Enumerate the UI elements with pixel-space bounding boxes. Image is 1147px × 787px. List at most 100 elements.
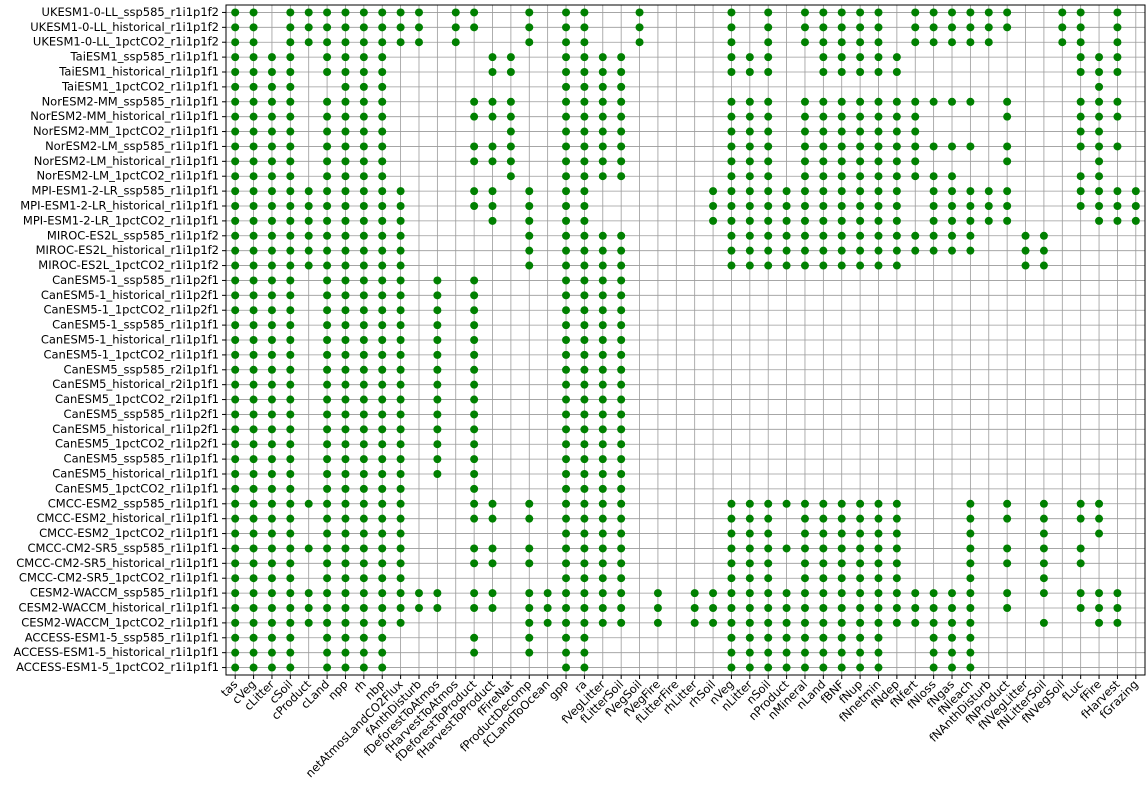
dot bbox=[562, 157, 571, 166]
dot bbox=[1095, 618, 1104, 627]
dot bbox=[617, 559, 626, 568]
dot bbox=[764, 172, 773, 181]
dot bbox=[414, 589, 423, 598]
dot bbox=[304, 246, 313, 255]
dot bbox=[800, 589, 809, 598]
dot bbox=[414, 8, 423, 17]
dot bbox=[396, 499, 405, 508]
dot bbox=[470, 202, 479, 210]
dot bbox=[488, 202, 497, 210]
dot bbox=[378, 514, 387, 523]
dot bbox=[286, 499, 295, 508]
dot bbox=[727, 574, 736, 583]
dot bbox=[378, 216, 387, 225]
row-label: TaiESM1_historical_r1i1p1f1 bbox=[58, 65, 219, 79]
dot bbox=[745, 663, 754, 672]
dot bbox=[323, 157, 332, 166]
dot bbox=[764, 618, 773, 627]
dot bbox=[1095, 604, 1104, 612]
dot bbox=[396, 38, 405, 47]
row-label: MIROC-ES2L_historical_r1i1p1f2 bbox=[36, 243, 219, 257]
dot bbox=[856, 574, 865, 583]
dot bbox=[359, 648, 368, 657]
row-label: MPI-ESM1-2-LR_1pctCO2_r1i1p1f1 bbox=[23, 213, 219, 227]
dot bbox=[580, 8, 589, 17]
row-label: UKESM1-0-LL_historical_r1i1p1f2 bbox=[30, 20, 219, 34]
dot bbox=[286, 231, 295, 240]
dot bbox=[378, 604, 387, 612]
row-label: CanESM5_ssp585_r2i1p1f1 bbox=[64, 362, 219, 376]
dot bbox=[929, 8, 938, 17]
dot bbox=[286, 112, 295, 121]
dot bbox=[286, 187, 295, 196]
dot bbox=[267, 187, 276, 196]
dot bbox=[286, 440, 295, 449]
dot bbox=[1076, 112, 1085, 121]
dot bbox=[580, 157, 589, 166]
dot bbox=[580, 172, 589, 181]
dot bbox=[378, 648, 387, 657]
dot bbox=[470, 544, 479, 553]
dot bbox=[929, 648, 938, 657]
dot bbox=[764, 187, 773, 196]
dot bbox=[359, 142, 368, 151]
dot bbox=[359, 470, 368, 478]
dot bbox=[727, 544, 736, 553]
dot bbox=[378, 425, 387, 434]
dot bbox=[617, 276, 626, 285]
dot bbox=[819, 633, 828, 642]
dot bbox=[414, 604, 423, 612]
dot bbox=[764, 499, 773, 508]
dot bbox=[727, 633, 736, 642]
dot bbox=[267, 127, 276, 136]
dot bbox=[231, 202, 240, 210]
dot bbox=[543, 618, 552, 627]
dot bbox=[231, 395, 240, 404]
dot bbox=[1003, 97, 1012, 106]
dot bbox=[1039, 544, 1048, 553]
dot bbox=[598, 574, 607, 583]
dot bbox=[892, 112, 901, 121]
dot bbox=[800, 529, 809, 538]
dot bbox=[1039, 499, 1048, 508]
dot bbox=[856, 157, 865, 166]
dot bbox=[378, 306, 387, 315]
dot bbox=[598, 350, 607, 359]
dot bbox=[764, 68, 773, 76]
dot bbox=[488, 544, 497, 553]
dot bbox=[948, 618, 957, 627]
dot bbox=[359, 514, 368, 523]
dot bbox=[341, 246, 350, 255]
dot bbox=[470, 514, 479, 523]
dot bbox=[948, 187, 957, 196]
dot bbox=[598, 336, 607, 344]
dot bbox=[837, 157, 846, 166]
dot bbox=[562, 440, 571, 449]
dot bbox=[267, 321, 276, 330]
dot bbox=[433, 425, 442, 434]
dot bbox=[1113, 53, 1122, 62]
dot bbox=[1095, 529, 1104, 538]
dot bbox=[617, 425, 626, 434]
dot bbox=[359, 231, 368, 240]
dot bbox=[378, 82, 387, 91]
dot bbox=[249, 306, 258, 315]
dot bbox=[249, 187, 258, 196]
dot bbox=[231, 306, 240, 315]
dot bbox=[911, 8, 920, 17]
dot bbox=[323, 618, 332, 627]
dot bbox=[378, 23, 387, 32]
dot bbox=[231, 127, 240, 136]
dot bbox=[1095, 53, 1104, 62]
dot bbox=[727, 38, 736, 47]
dot bbox=[562, 633, 571, 642]
dot bbox=[488, 68, 497, 76]
dot bbox=[1095, 112, 1104, 121]
dot bbox=[966, 604, 975, 612]
dot bbox=[856, 231, 865, 240]
dot bbox=[323, 559, 332, 568]
dot bbox=[966, 663, 975, 672]
dot bbox=[249, 618, 258, 627]
dot bbox=[617, 306, 626, 315]
dot bbox=[341, 8, 350, 17]
